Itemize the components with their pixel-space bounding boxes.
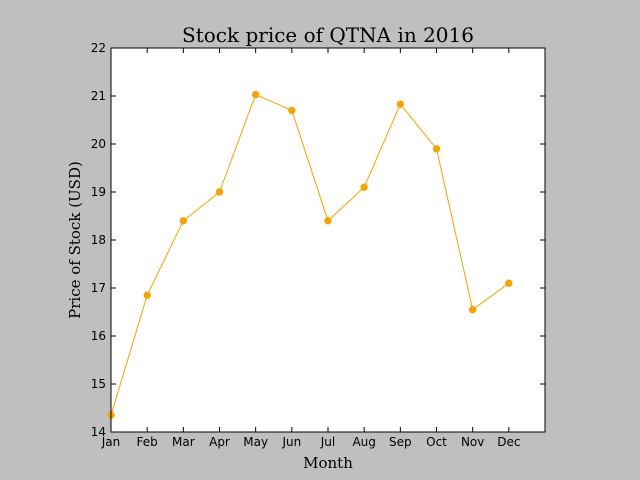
y-tick-label: 16 (91, 329, 106, 343)
data-point-dec (505, 279, 513, 287)
y-axis-label: Price of Stock (USD) (66, 161, 84, 319)
x-tick-label: Dec (497, 435, 520, 449)
y-tick-label: 20 (91, 137, 106, 151)
data-point-apr (215, 188, 224, 196)
data-point-sep (396, 100, 405, 108)
y-tick-label: 14 (91, 425, 106, 439)
data-point-oct (432, 145, 441, 153)
x-tick-label: Aug (352, 435, 375, 449)
series-line (110, 93, 510, 416)
x-tick-label: Feb (137, 435, 158, 449)
x-tick-label: Apr (209, 435, 230, 449)
ticks-layer: 14 15 16 17 18 19 20 21 22 Jan Feb Mar Apr May Jun Jul A… (91, 41, 545, 449)
chart-title: Stock price of QTNA in 2016 (182, 23, 474, 47)
data-point-aug (360, 183, 368, 191)
data-point-nov (468, 305, 477, 314)
data-point-feb (143, 291, 151, 299)
data-point-jul (324, 217, 332, 225)
y-tick-label: 18 (91, 233, 106, 247)
data-point-mar (179, 217, 188, 225)
y-tick-label: 22 (91, 41, 106, 55)
x-axis-label: Month (303, 454, 353, 472)
x-tick-label: Jan (101, 435, 121, 449)
plot-frame (110, 47, 546, 433)
y-tick-label: 19 (91, 185, 106, 199)
x-tick-label: Mar (172, 435, 195, 449)
x-tick-label: May (243, 435, 268, 449)
plot-area (111, 48, 545, 432)
y-tick-label: 21 (91, 89, 106, 103)
x-tick-label: Jun (281, 435, 301, 449)
x-tick-label: Oct (426, 435, 447, 449)
x-tick-label: Nov (461, 435, 484, 449)
data-point-may (251, 90, 260, 99)
x-tick-label: Jul (320, 435, 335, 449)
x-tick-label: Sep (389, 435, 412, 449)
y-tick-label: 15 (91, 377, 106, 391)
data-point-jun (288, 106, 296, 115)
y-tick-label: 17 (91, 281, 106, 295)
